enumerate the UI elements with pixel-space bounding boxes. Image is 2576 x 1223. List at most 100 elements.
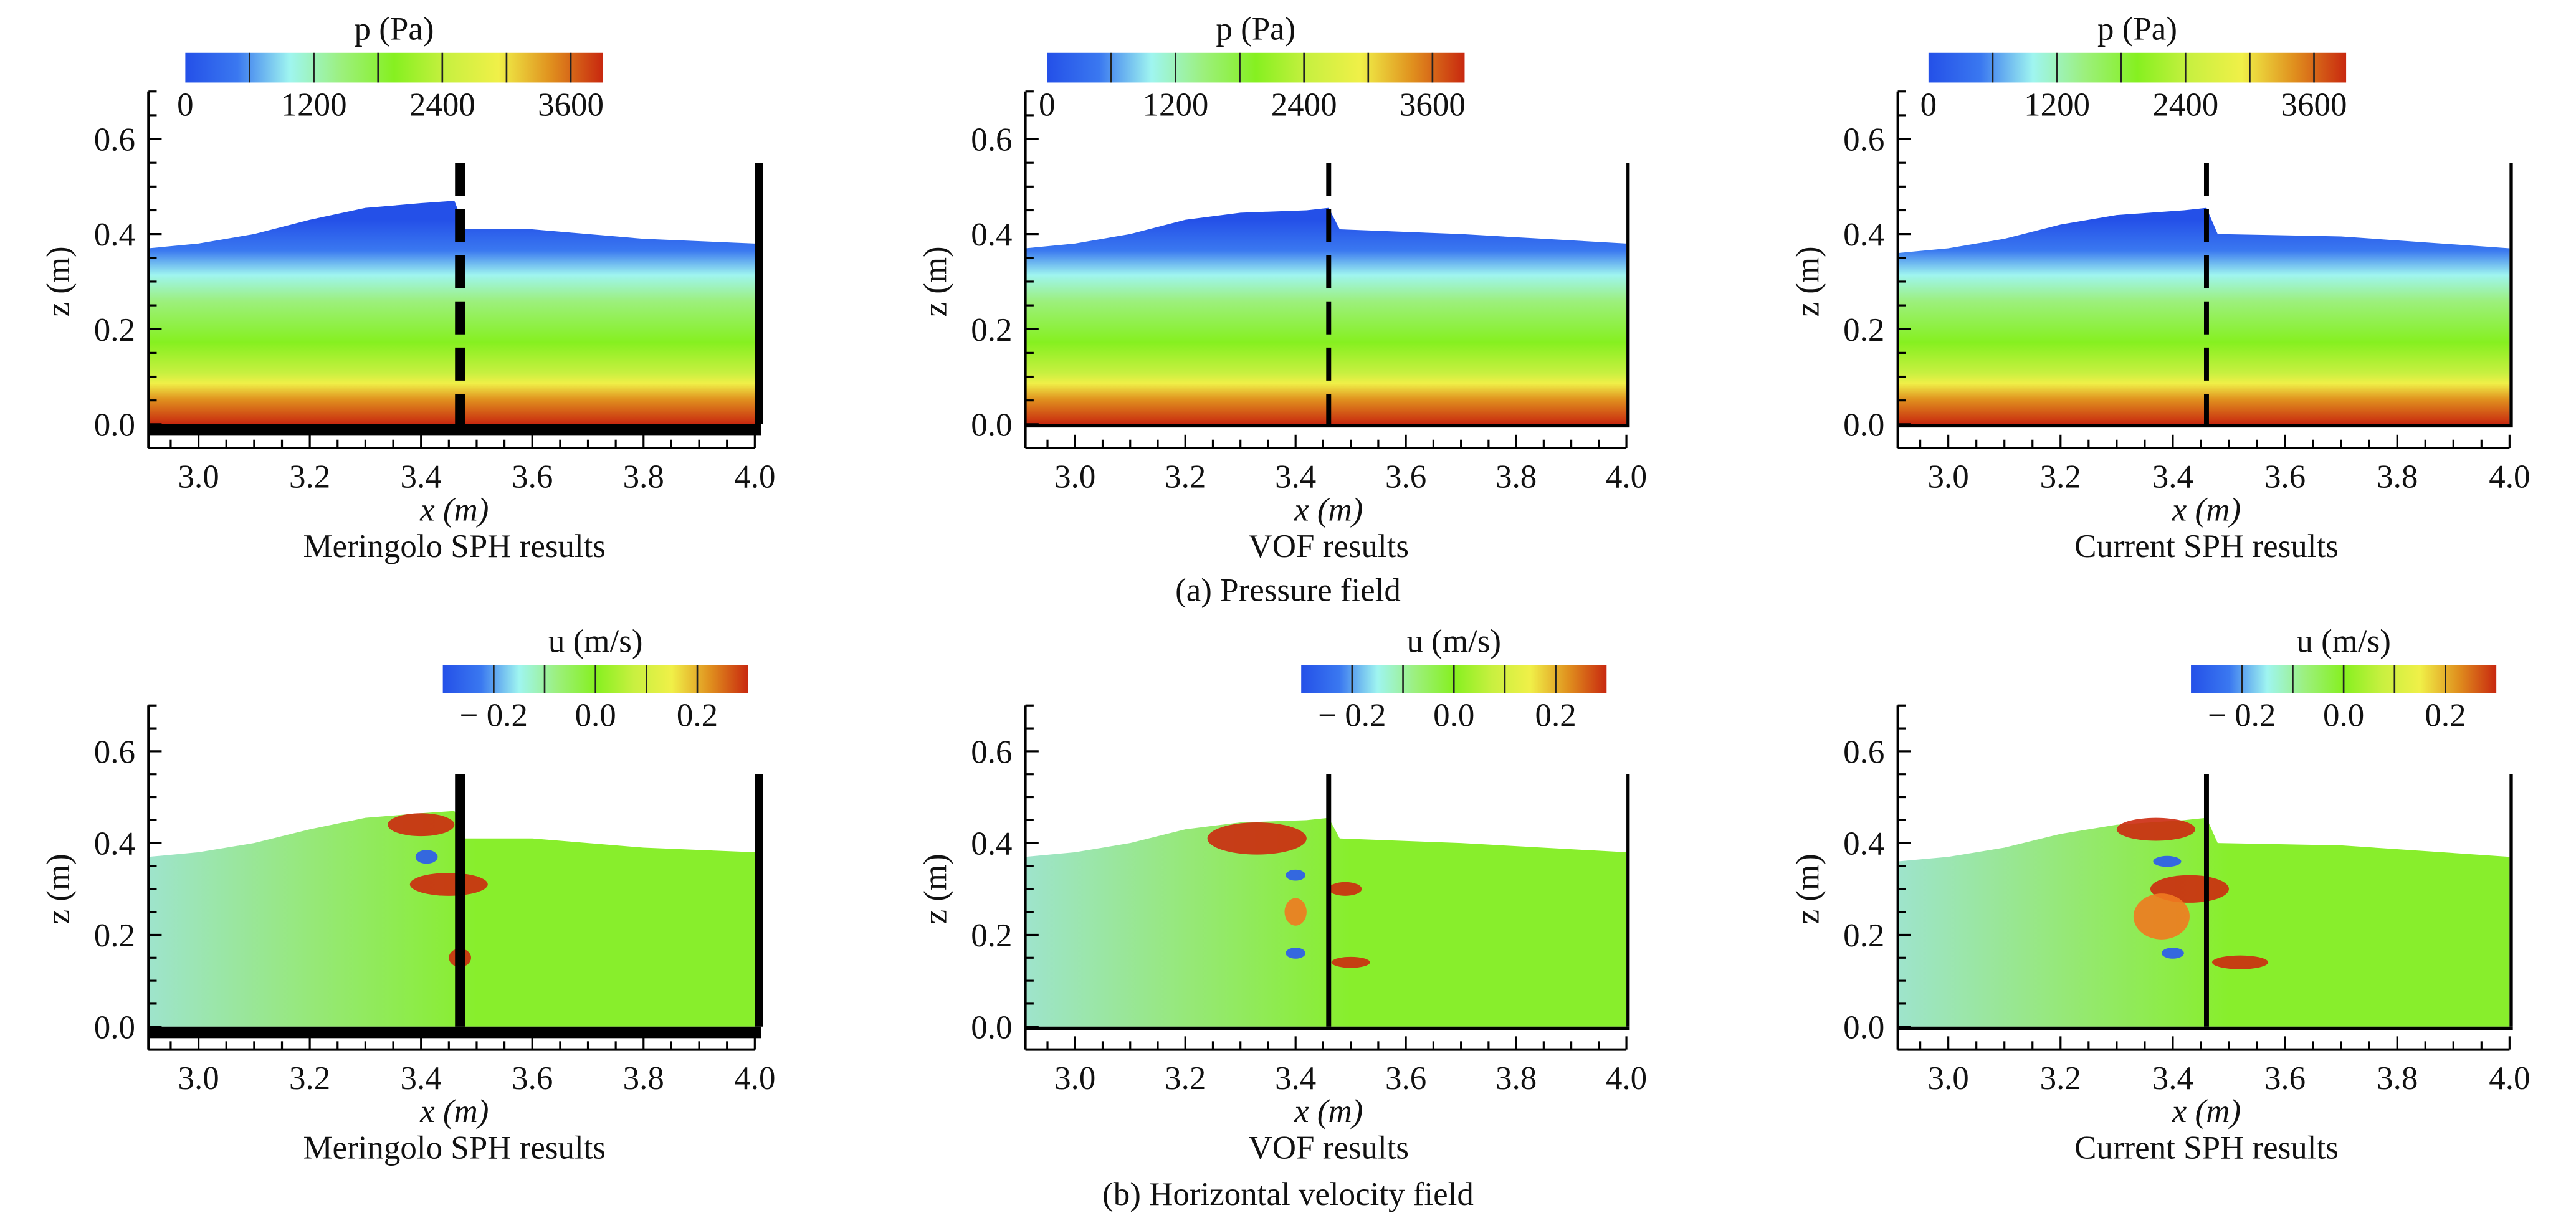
x-tick-label: 3.2 xyxy=(2040,459,2081,495)
y-tick-label: 0.6 xyxy=(1843,122,1884,158)
x-axis-label: x (m) xyxy=(2172,492,2241,528)
colorbar-tick-label: − 0.2 xyxy=(1318,698,1386,734)
colorbar-tick-label: 0.2 xyxy=(2425,698,2466,734)
x-tick-label: 3.4 xyxy=(401,459,442,495)
x-tick-label: 3.0 xyxy=(1928,459,1969,495)
panel-caption: Meringolo SPH results xyxy=(303,528,606,564)
x-tick-label: 3.2 xyxy=(1165,1060,1206,1097)
y-axis-label: z (m) xyxy=(1790,854,1826,924)
colorbar-tick-label: 1200 xyxy=(281,87,347,123)
x-tick-label: 3.6 xyxy=(512,1060,553,1097)
y-axis-label: z (m) xyxy=(1790,246,1826,316)
right-wall xyxy=(1626,163,1630,424)
x-tick-label: 4.0 xyxy=(1606,1060,1647,1097)
velocity-blob xyxy=(2116,817,2195,841)
velocity-blob xyxy=(2211,955,2269,969)
y-tick-label: 0.6 xyxy=(971,122,1012,158)
y-tick-label: 0.2 xyxy=(971,312,1012,348)
y-tick-label: 0.6 xyxy=(94,734,135,770)
y-tick-label: 0.4 xyxy=(971,217,1012,253)
colorbar-tick-label: 1200 xyxy=(1142,87,1208,123)
colorbar-tick-label: 3600 xyxy=(2281,87,2347,123)
x-tick-label: 4.0 xyxy=(2489,1060,2530,1097)
y-tick-label: 0.2 xyxy=(94,312,135,348)
colorbar-tick-label: 2400 xyxy=(1271,87,1337,123)
colorbar-tick-label: 0.2 xyxy=(1535,698,1576,734)
x-tick-label: 3.4 xyxy=(2152,1060,2193,1097)
x-tick-label: 4.0 xyxy=(1606,459,1647,495)
right-wall xyxy=(2509,774,2513,1027)
velocity-blob xyxy=(1329,882,1362,896)
velocity-blob xyxy=(1286,869,1306,881)
x-tick-label: 3.0 xyxy=(1928,1060,1969,1097)
water-field xyxy=(148,201,755,424)
colorbar-tick-label: 3600 xyxy=(538,87,604,123)
x-tick-label: 3.8 xyxy=(1496,459,1537,495)
panel-pressure-0: 3.0 3.2 3.4 3.6 3.8 4.0 0.0 0.2 0.4 0.6 x (m) z (m)… xyxy=(41,11,775,564)
x-tick-label: 4.0 xyxy=(734,459,775,495)
colorbar-tick-label: 0 xyxy=(177,87,193,123)
y-tick-label: 0.0 xyxy=(971,1009,1012,1045)
colorbar-title: u (m/s) xyxy=(1406,623,1501,659)
water-field xyxy=(1025,207,1627,424)
velocity-blob xyxy=(409,873,488,896)
water-field xyxy=(1897,817,2510,1027)
y-tick-label: 0.0 xyxy=(1843,1009,1884,1045)
velocity-blob xyxy=(388,813,455,837)
velocity-blob xyxy=(1331,956,1370,968)
colorbar-tick-label: 0 xyxy=(1039,87,1055,123)
x-tick-label: 3.0 xyxy=(178,1060,219,1097)
y-tick-label: 0.2 xyxy=(1843,312,1884,348)
panel-caption: Current SPH results xyxy=(2074,1130,2339,1166)
velocity-blob xyxy=(2133,893,2190,940)
x-tick-label: 3.8 xyxy=(1496,1060,1537,1097)
x-tick-label: 3.4 xyxy=(1275,459,1316,495)
panel-caption: Current SPH results xyxy=(2074,528,2339,564)
velocity-blob xyxy=(1284,898,1307,926)
y-axis-label: z (m) xyxy=(41,854,77,924)
x-tick-label: 3.2 xyxy=(289,459,330,495)
x-tick-label: 3.8 xyxy=(623,459,664,495)
y-tick-label: 0.0 xyxy=(94,407,135,443)
x-tick-label: 3.2 xyxy=(289,1060,330,1097)
bottom-wall xyxy=(1025,1026,1630,1030)
x-tick-label: 3.6 xyxy=(512,459,553,495)
y-tick-label: 0.4 xyxy=(94,217,135,253)
x-axis-label: x (m) xyxy=(419,1093,489,1130)
y-tick-label: 0.6 xyxy=(1843,734,1884,770)
colorbar-tick-label: 0 xyxy=(1920,87,1937,123)
x-tick-label: 3.6 xyxy=(2264,459,2306,495)
panel-velocity-0: 3.0 3.2 3.4 3.6 3.8 4.0 0.0 0.2 0.4 0.6 x (m) z (m)… xyxy=(41,623,775,1166)
bottom-wall xyxy=(1897,1026,2513,1030)
colorbar-title: u (m/s) xyxy=(548,623,643,659)
velocity-blob xyxy=(415,850,438,864)
colorbar xyxy=(1928,52,2347,83)
colorbar-tick-label: 0.0 xyxy=(2323,698,2364,734)
velocity-blob xyxy=(2153,855,2182,867)
x-tick-label: 3.0 xyxy=(178,459,219,495)
y-tick-label: 0.4 xyxy=(971,826,1012,862)
y-tick-label: 0.6 xyxy=(94,122,135,158)
y-tick-label: 0.4 xyxy=(1843,826,1884,862)
x-tick-label: 3.4 xyxy=(401,1060,442,1097)
y-tick-label: 0.4 xyxy=(1843,217,1884,253)
x-tick-label: 3.2 xyxy=(2040,1060,2081,1097)
y-tick-label: 0.6 xyxy=(971,734,1012,770)
y-tick-label: 0.2 xyxy=(94,918,135,954)
panel-velocity-1: 3.0 3.2 3.4 3.6 3.8 4.0 0.0 0.2 0.4 0.6 x (m) z (m)… xyxy=(917,623,1647,1166)
bottom-wall xyxy=(1025,424,1630,428)
x-tick-label: 3.8 xyxy=(2377,459,2418,495)
colorbar-title: p (Pa) xyxy=(355,11,434,47)
right-wall xyxy=(755,774,763,1027)
panel-caption: VOF results xyxy=(1249,1130,1410,1166)
x-tick-label: 4.0 xyxy=(2489,459,2530,495)
velocity-blob xyxy=(2161,948,2184,959)
y-tick-label: 0.0 xyxy=(94,1009,135,1045)
y-tick-label: 0.0 xyxy=(1843,407,1884,443)
colorbar-title: p (Pa) xyxy=(1216,11,1295,47)
velocity-blob xyxy=(1207,822,1307,855)
colorbar-title: p (Pa) xyxy=(2097,11,2177,47)
colorbar-tick-label: − 0.2 xyxy=(460,698,528,734)
water-field xyxy=(148,811,755,1027)
